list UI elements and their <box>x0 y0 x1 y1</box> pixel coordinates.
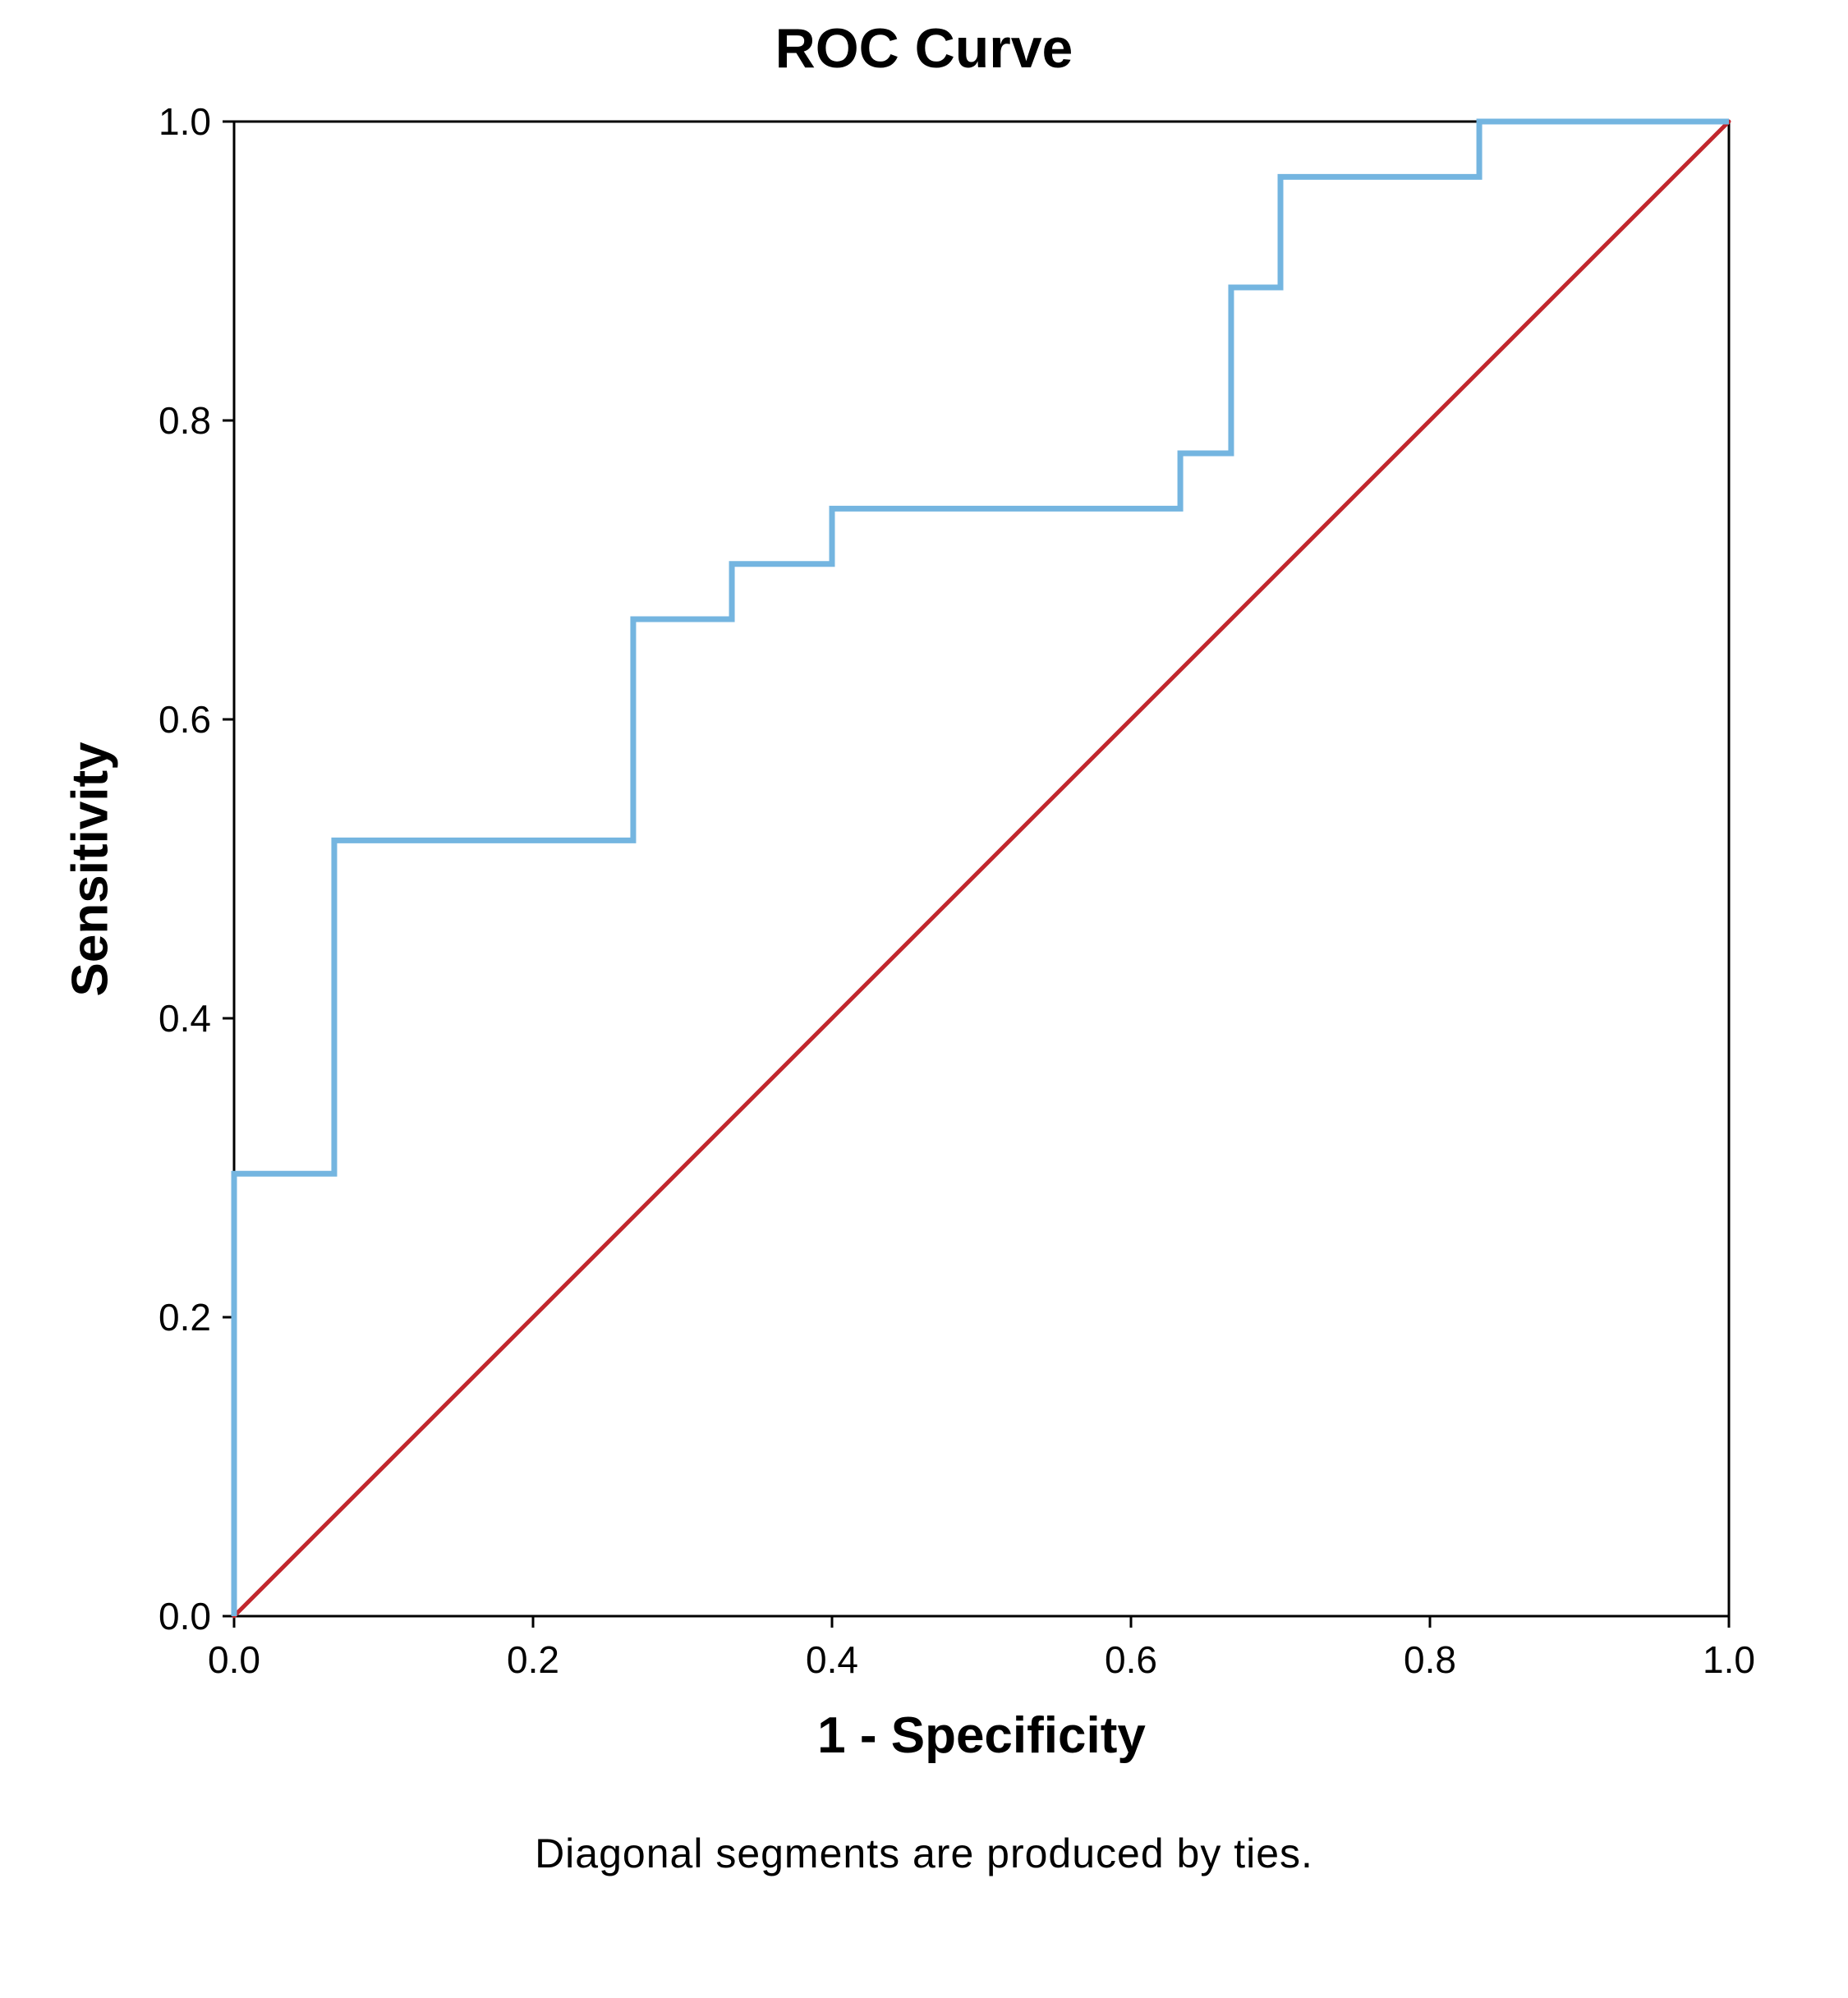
y-tick-label: 0.2 <box>159 1295 211 1339</box>
roc-chart-svg <box>70 89 1778 1780</box>
x-axis-label: 1 - Specificity <box>234 1706 1729 1765</box>
y-tick-label: 0.8 <box>159 398 211 443</box>
y-tick-label: 0.6 <box>159 697 211 742</box>
x-tick-label: 0.4 <box>799 1637 865 1682</box>
x-tick-label: 0.0 <box>201 1637 267 1682</box>
y-axis-label: Sensitivity <box>62 751 120 997</box>
chart-caption: Diagonal segments are produced by ties. <box>535 1830 1313 1877</box>
y-tick-label: 0.0 <box>159 1594 211 1638</box>
y-tick-label: 1.0 <box>159 99 211 144</box>
x-tick-label: 0.6 <box>1098 1637 1164 1682</box>
chart-container: Sensitivity 1 - Specificity 0.00.20.40.6… <box>70 89 1778 1780</box>
x-tick-label: 0.8 <box>1397 1637 1463 1682</box>
y-tick-label: 0.4 <box>159 996 211 1040</box>
x-tick-label: 0.2 <box>500 1637 566 1682</box>
x-tick-label: 1.0 <box>1696 1637 1762 1682</box>
chart-title: ROC Curve <box>775 16 1073 80</box>
